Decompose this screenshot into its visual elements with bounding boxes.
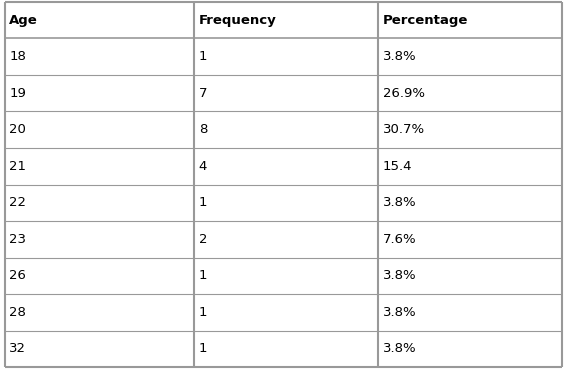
Text: 7.6%: 7.6% xyxy=(383,233,417,246)
Text: 30.7%: 30.7% xyxy=(383,123,425,136)
Text: 2: 2 xyxy=(199,233,208,246)
Text: 15.4: 15.4 xyxy=(383,160,412,173)
Text: 1: 1 xyxy=(199,196,208,209)
Text: 3.8%: 3.8% xyxy=(383,269,417,282)
Text: 1: 1 xyxy=(199,306,208,319)
Text: 26: 26 xyxy=(9,269,26,282)
Text: 23: 23 xyxy=(9,233,26,246)
Text: Percentage: Percentage xyxy=(383,14,468,27)
Text: 32: 32 xyxy=(9,342,26,355)
Text: 26.9%: 26.9% xyxy=(383,87,425,100)
Text: 1: 1 xyxy=(199,342,208,355)
Text: 1: 1 xyxy=(199,269,208,282)
Text: Frequency: Frequency xyxy=(199,14,277,27)
Text: 3.8%: 3.8% xyxy=(383,306,417,319)
Text: 22: 22 xyxy=(9,196,26,209)
Text: 20: 20 xyxy=(9,123,26,136)
Text: 3.8%: 3.8% xyxy=(383,196,417,209)
Text: 19: 19 xyxy=(9,87,26,100)
Text: 21: 21 xyxy=(9,160,26,173)
Text: 3.8%: 3.8% xyxy=(383,342,417,355)
Text: Age: Age xyxy=(9,14,38,27)
Text: 4: 4 xyxy=(199,160,207,173)
Text: 3.8%: 3.8% xyxy=(383,50,417,63)
Text: 8: 8 xyxy=(199,123,207,136)
Text: 1: 1 xyxy=(199,50,208,63)
Text: 7: 7 xyxy=(199,87,208,100)
Text: 18: 18 xyxy=(9,50,26,63)
Text: 28: 28 xyxy=(9,306,26,319)
